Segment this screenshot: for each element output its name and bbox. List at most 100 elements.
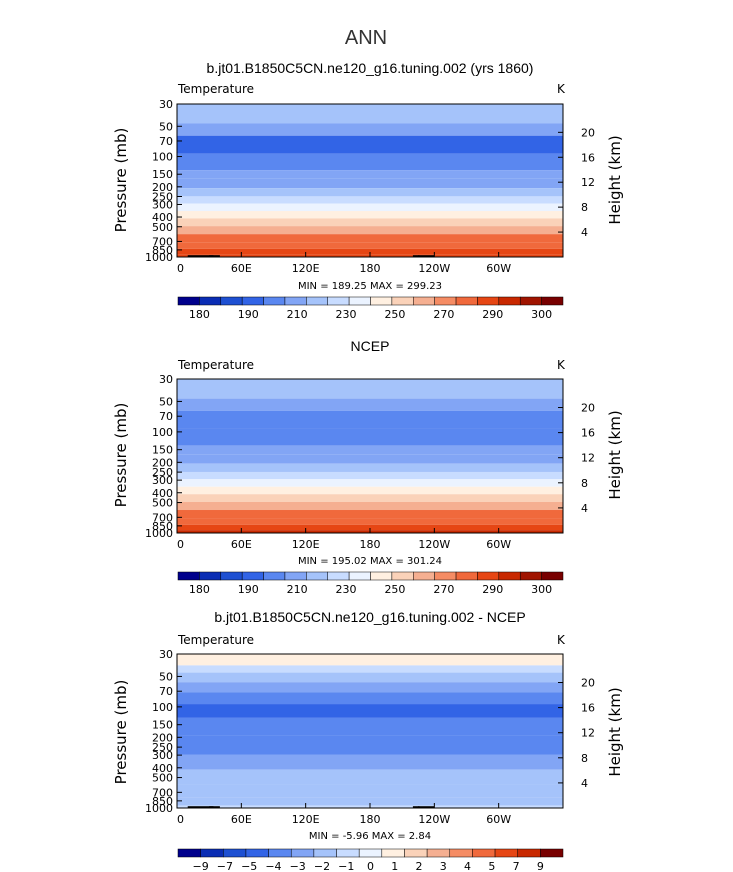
contour-band	[177, 410, 563, 429]
x-tick-label: 60E	[231, 813, 252, 826]
colorbar-swatch	[284, 296, 307, 306]
colorbar-label: 7	[513, 860, 520, 872]
contour-band	[177, 226, 563, 235]
y-tick-label-right: 4	[581, 777, 588, 790]
y-tick-label: 50	[159, 120, 173, 133]
y-tick-label: 250	[152, 466, 173, 479]
colorbar-swatch	[541, 571, 564, 581]
colorbar-swatch	[327, 571, 350, 581]
topography-mask	[418, 806, 435, 808]
colorbar: 180 190 210 230 250 270 290 300	[177, 296, 564, 321]
contour-band	[177, 479, 563, 487]
colorbar-swatch	[477, 296, 500, 306]
colorbar-swatch	[519, 571, 542, 581]
y-tick-label: 500	[152, 772, 173, 785]
x-tick-label: 120E	[292, 538, 320, 551]
colorbar-swatch	[223, 848, 247, 858]
contour-band	[177, 428, 563, 446]
y-tick-label: 150	[152, 168, 173, 181]
colorbar-swatch	[477, 571, 500, 581]
contour-band	[177, 665, 563, 673]
colorbar-swatch	[348, 571, 371, 581]
colorbar-swatch	[472, 848, 496, 858]
contour-band	[177, 769, 563, 785]
contour-band	[177, 398, 563, 411]
topography-mask	[418, 255, 435, 257]
contour-band	[177, 104, 563, 124]
colorbar-label: 210	[287, 308, 308, 321]
y-axis-label: Pressure (mb)	[112, 680, 130, 785]
colorbar-swatch	[494, 848, 518, 858]
y-tick-label: 100	[152, 701, 173, 714]
x-tick-label: 60W	[486, 538, 511, 551]
y-axis-label: Pressure (mb)	[112, 128, 130, 233]
colorbar-label: 9	[537, 860, 544, 872]
y-axis-label: Pressure (mb)	[112, 403, 130, 508]
y-tick-label: 400	[152, 487, 173, 500]
colorbar-swatch	[404, 848, 428, 858]
colorbar-swatch	[434, 571, 457, 581]
contour-band	[177, 682, 563, 693]
colorbar-swatch	[306, 571, 328, 581]
panel-model: b.jt01.B1850C5CN.ne120_g16.tuning.002 (y…	[112, 60, 624, 321]
colorbar-label: 250	[384, 583, 405, 596]
colorbar-swatch	[306, 296, 328, 306]
x-tick-label: 120W	[418, 538, 450, 551]
colorbar-swatch	[498, 296, 521, 306]
y-tick-label-right: 12	[581, 176, 595, 189]
colorbar-label: −9	[193, 860, 209, 872]
y-tick-label-right: 4	[581, 226, 588, 239]
y-axis-label-right: Height (km)	[606, 410, 624, 499]
x-tick-label: 60W	[486, 813, 511, 826]
y-tick-label: 400	[152, 211, 173, 224]
stats-text: MIN = -5.96 MAX = 2.84	[309, 831, 431, 842]
colorbar-swatch	[391, 571, 414, 581]
y-tick-label: 400	[152, 762, 173, 775]
stats-text: MIN = 195.02 MAX = 301.24	[298, 556, 442, 567]
contour-band	[177, 735, 563, 755]
contour-band	[177, 494, 563, 502]
y-tick-label: 850	[152, 244, 173, 257]
colorbar-swatch	[199, 296, 222, 306]
colorbar-swatch	[413, 296, 435, 306]
panel-ncep: NCEP Temperature K 305070100150200250300…	[112, 338, 624, 596]
variable-label: Temperature	[177, 358, 254, 372]
colorbar-swatch	[498, 571, 521, 581]
colorbar-swatch	[220, 296, 243, 306]
contour-band	[177, 518, 563, 525]
topography-mask	[209, 806, 214, 808]
colorbar-label: −4	[265, 860, 281, 872]
colorbar-label: 230	[336, 583, 357, 596]
contour-band	[177, 170, 563, 179]
x-tick-label: 60E	[231, 262, 252, 275]
contour-band	[177, 463, 563, 472]
y-tick-label: 30	[159, 648, 173, 661]
colorbar-label: 180	[189, 308, 210, 321]
topography-mask	[209, 255, 214, 257]
contour-band	[177, 704, 563, 718]
colorbar-label: 290	[482, 583, 503, 596]
colorbar-swatch	[455, 571, 478, 581]
colorbar-swatch	[426, 848, 451, 858]
y-tick-label: 30	[159, 98, 173, 111]
colorbar-swatch	[327, 296, 350, 306]
colorbar-label: 290	[482, 308, 503, 321]
topography-mask	[412, 255, 420, 257]
colorbar-swatch	[199, 571, 222, 581]
y-tick-label: 100	[152, 426, 173, 439]
y-tick-label: 300	[152, 198, 173, 211]
colorbar-label: 180	[189, 583, 210, 596]
colorbar: −9 −7 −5 −4 −3 −2 −1 0 1 2 3 4 5 7 9	[177, 848, 564, 872]
y-tick-label: 700	[152, 786, 173, 799]
contour-band	[177, 524, 563, 531]
colorbar-label: −1	[338, 860, 354, 872]
y-tick-label: 1000	[145, 527, 173, 540]
contour-band	[177, 188, 563, 197]
colorbar-label: 3	[440, 860, 447, 872]
y-tick-label: 300	[152, 749, 173, 762]
colorbar-label: 300	[531, 308, 552, 321]
units-label: K	[557, 82, 566, 96]
colorbar-label: 190	[238, 308, 259, 321]
